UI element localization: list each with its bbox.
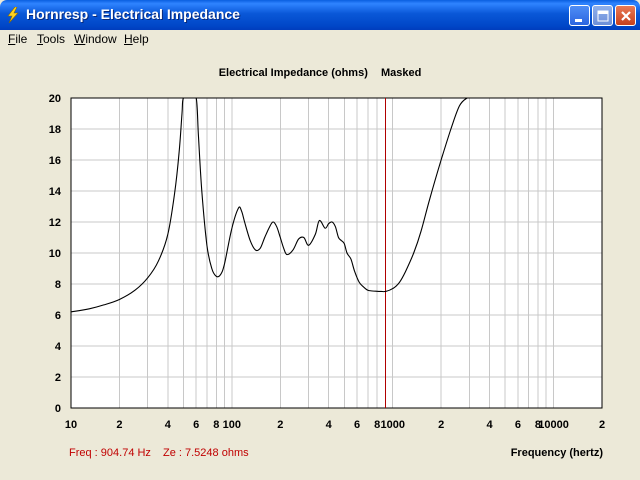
- x-tick-label: 6: [354, 419, 360, 431]
- x-tick-label: 100: [223, 419, 241, 431]
- x-tick-label: 6: [193, 419, 199, 431]
- chart-title: Electrical Impedance (ohms): [218, 67, 368, 79]
- impedance-readout: Ze : 7.5248 ohms: [163, 447, 249, 459]
- close-icon: [621, 11, 631, 21]
- chart-subtitle: Masked: [380, 67, 422, 79]
- x-tick-label: 8: [374, 419, 380, 431]
- maximize-button[interactable]: [592, 5, 613, 26]
- y-tick-label: 12: [49, 217, 61, 229]
- plot-border: [70, 97, 603, 409]
- y-tick-label: 14: [49, 186, 62, 198]
- menu-window-label: indow: [85, 32, 117, 46]
- x-tick-label: 2: [116, 419, 122, 431]
- menu-file-label: ile: [15, 32, 28, 46]
- minimize-icon: [575, 19, 582, 22]
- x-tick-label: 4: [165, 419, 172, 431]
- window-title: Hornresp - Electrical Impedance: [26, 6, 240, 22]
- x-tick-label: 2: [277, 419, 283, 431]
- menu-tools-mnemonic: T: [37, 32, 43, 46]
- menu-bar: File Tools Window Help: [0, 30, 640, 48]
- freq-readout: Freq : 904.74 Hz: [69, 447, 151, 459]
- x-tick-label: 8: [535, 419, 541, 431]
- menu-window-mnemonic: W: [74, 32, 86, 46]
- y-tick-label: 0: [55, 403, 61, 415]
- x-tick-label: 8: [213, 419, 219, 431]
- y-tick-label: 10: [49, 248, 61, 260]
- menu-tools[interactable]: Tools: [37, 32, 65, 46]
- y-tick-label: 2: [55, 372, 61, 384]
- x-tick-label: 10000: [538, 419, 569, 431]
- menu-tools-label: ools: [43, 32, 66, 46]
- close-button[interactable]: [615, 5, 636, 26]
- y-tick-label: 4: [55, 341, 62, 353]
- menu-file[interactable]: File: [8, 32, 27, 46]
- x-tick-label: 2: [438, 419, 444, 431]
- menu-help-label: elp: [132, 32, 149, 46]
- menu-file-mnemonic: F: [8, 32, 16, 46]
- x-tick-label: 10: [65, 419, 77, 431]
- minimize-button[interactable]: [569, 5, 590, 26]
- y-tick-label: 6: [55, 310, 61, 322]
- x-tick-label: 2: [599, 419, 605, 431]
- x-axis-label: Frequency (hertz): [510, 447, 603, 459]
- y-tick-label: 20: [49, 93, 61, 105]
- impedance-series-line: [71, 98, 472, 313]
- title-bar[interactable]: Hornresp - Electrical Impedance: [0, 0, 640, 30]
- y-tick-label: 8: [55, 279, 61, 291]
- x-tick-label: 1000: [380, 419, 404, 431]
- lightning-icon: [7, 7, 19, 23]
- menu-help[interactable]: Help: [124, 32, 149, 46]
- chart-title-row: Electrical Impedance (ohms) Masked: [0, 67, 640, 79]
- maximize-icon: [597, 10, 609, 22]
- x-tick-label: 4: [487, 419, 494, 431]
- menu-help-mnemonic: H: [124, 32, 133, 46]
- x-tick-label: 4: [326, 419, 333, 431]
- y-tick-label: 16: [49, 155, 61, 167]
- x-tick-label: 6: [515, 419, 521, 431]
- menu-window[interactable]: Window: [74, 32, 117, 46]
- y-tick-label: 18: [49, 124, 61, 136]
